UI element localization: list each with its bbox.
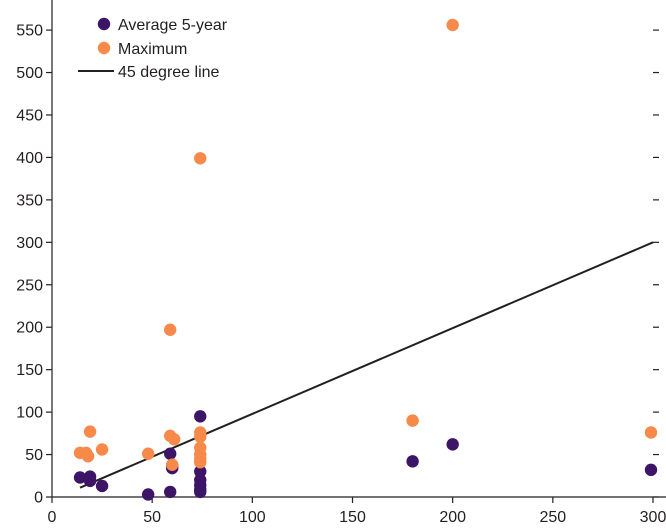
maximum-point	[168, 433, 181, 446]
legend: Average 5-year Maximum 45 degree line	[78, 17, 228, 81]
points-layer	[73, 18, 658, 501]
legend-label: Average 5-year	[118, 17, 228, 34]
y-tick-label: 200	[16, 320, 43, 337]
maximum-point	[446, 18, 459, 32]
average-5-year-point	[194, 465, 207, 478]
y-tick-label: 50	[25, 447, 43, 464]
x-tick-label: 200	[439, 509, 466, 526]
y-tick-label: 100	[16, 405, 43, 422]
y-tick-label: 550	[16, 23, 43, 40]
average-5-year-point	[163, 447, 177, 460]
average-5-year-point	[446, 438, 459, 451]
average-5-year-point	[194, 485, 207, 499]
maximum-point	[166, 458, 179, 471]
y-tick-label: 300	[16, 235, 43, 252]
legend-label: 45 degree line	[118, 64, 220, 81]
average-5-year-point	[644, 463, 658, 477]
x-tick-label: 0	[48, 509, 57, 526]
legend-item-maximum: Maximum	[97, 41, 187, 58]
maximum-point	[194, 430, 207, 443]
average-5-year-point	[163, 485, 177, 499]
x-tick-label: 100	[239, 509, 266, 526]
legend-item-average-5-year: Average 5-year	[97, 17, 228, 34]
axes: 0 50 100 150 200 250 300 350 400 450 500 550 0 50 100 1…	[16, 0, 666, 526]
maximum-point	[406, 414, 419, 427]
forty-five-degree-line	[79, 241, 654, 489]
maximum-point	[141, 447, 155, 460]
maximum-point	[83, 425, 97, 438]
y-tick-label: 350	[16, 192, 43, 209]
y-tick-label: 500	[16, 65, 43, 82]
legend-label: Maximum	[118, 41, 187, 58]
maximum-point	[194, 455, 207, 469]
x-tick-label: 300	[640, 509, 666, 526]
legend-marker	[97, 17, 111, 31]
average-5-year-point	[406, 455, 419, 468]
reference-line-layer	[79, 241, 654, 489]
maximum-point	[194, 152, 207, 165]
legend-marker	[97, 41, 111, 55]
average-5-year-point	[95, 479, 109, 493]
legend-item-45-degree-line: 45 degree line	[78, 64, 220, 81]
average-5-year-point	[194, 410, 207, 423]
x-tick-label: 150	[339, 509, 366, 526]
average-5-year-point	[73, 471, 87, 484]
y-tick-label: 150	[16, 362, 43, 379]
average-5-year-point	[141, 488, 155, 501]
y-tick-label: 0	[34, 490, 43, 507]
x-tick-label: 50	[143, 509, 161, 526]
maximum-point	[81, 450, 95, 463]
maximum-point	[163, 323, 177, 336]
y-tick-label: 250	[16, 277, 43, 294]
maximum-point	[95, 443, 109, 456]
y-tick-label: 400	[16, 150, 43, 167]
x-tick-label: 250	[539, 509, 566, 526]
average-5-year-point	[83, 474, 97, 488]
maximum-point	[644, 426, 658, 439]
y-tick-label: 450	[16, 107, 43, 124]
